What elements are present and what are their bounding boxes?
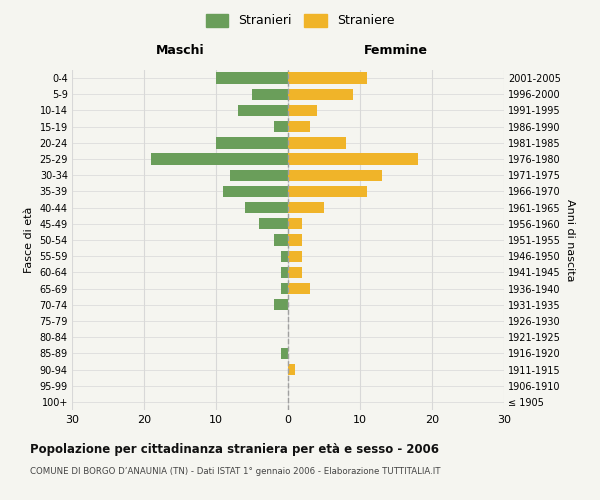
Bar bbox=[288, 364, 295, 375]
Bar bbox=[288, 105, 317, 116]
Bar bbox=[281, 250, 288, 262]
Bar bbox=[288, 202, 324, 213]
Bar bbox=[151, 154, 288, 164]
Bar bbox=[252, 88, 288, 100]
Bar bbox=[288, 170, 382, 181]
Text: Maschi: Maschi bbox=[155, 44, 205, 58]
Bar bbox=[288, 154, 418, 164]
Bar bbox=[223, 186, 288, 197]
Bar bbox=[288, 72, 367, 84]
Y-axis label: Anni di nascita: Anni di nascita bbox=[565, 198, 575, 281]
Bar bbox=[230, 170, 288, 181]
Bar bbox=[216, 72, 288, 84]
Bar bbox=[259, 218, 288, 230]
Bar bbox=[288, 250, 302, 262]
Bar bbox=[288, 121, 310, 132]
Bar bbox=[281, 283, 288, 294]
Bar bbox=[274, 121, 288, 132]
Bar bbox=[245, 202, 288, 213]
Bar bbox=[281, 348, 288, 359]
Bar bbox=[238, 105, 288, 116]
Bar bbox=[288, 137, 346, 148]
Legend: Stranieri, Straniere: Stranieri, Straniere bbox=[201, 8, 399, 32]
Y-axis label: Fasce di età: Fasce di età bbox=[24, 207, 34, 273]
Text: Popolazione per cittadinanza straniera per età e sesso - 2006: Popolazione per cittadinanza straniera p… bbox=[30, 442, 439, 456]
Text: Femmine: Femmine bbox=[364, 44, 428, 58]
Bar bbox=[216, 137, 288, 148]
Bar bbox=[274, 299, 288, 310]
Text: COMUNE DI BORGO D’ANAUNIA (TN) - Dati ISTAT 1° gennaio 2006 - Elaborazione TUTTI: COMUNE DI BORGO D’ANAUNIA (TN) - Dati IS… bbox=[30, 468, 440, 476]
Bar bbox=[288, 283, 310, 294]
Bar bbox=[288, 234, 302, 246]
Bar bbox=[288, 88, 353, 100]
Bar bbox=[288, 266, 302, 278]
Bar bbox=[288, 186, 367, 197]
Bar bbox=[281, 266, 288, 278]
Bar bbox=[288, 218, 302, 230]
Bar bbox=[274, 234, 288, 246]
